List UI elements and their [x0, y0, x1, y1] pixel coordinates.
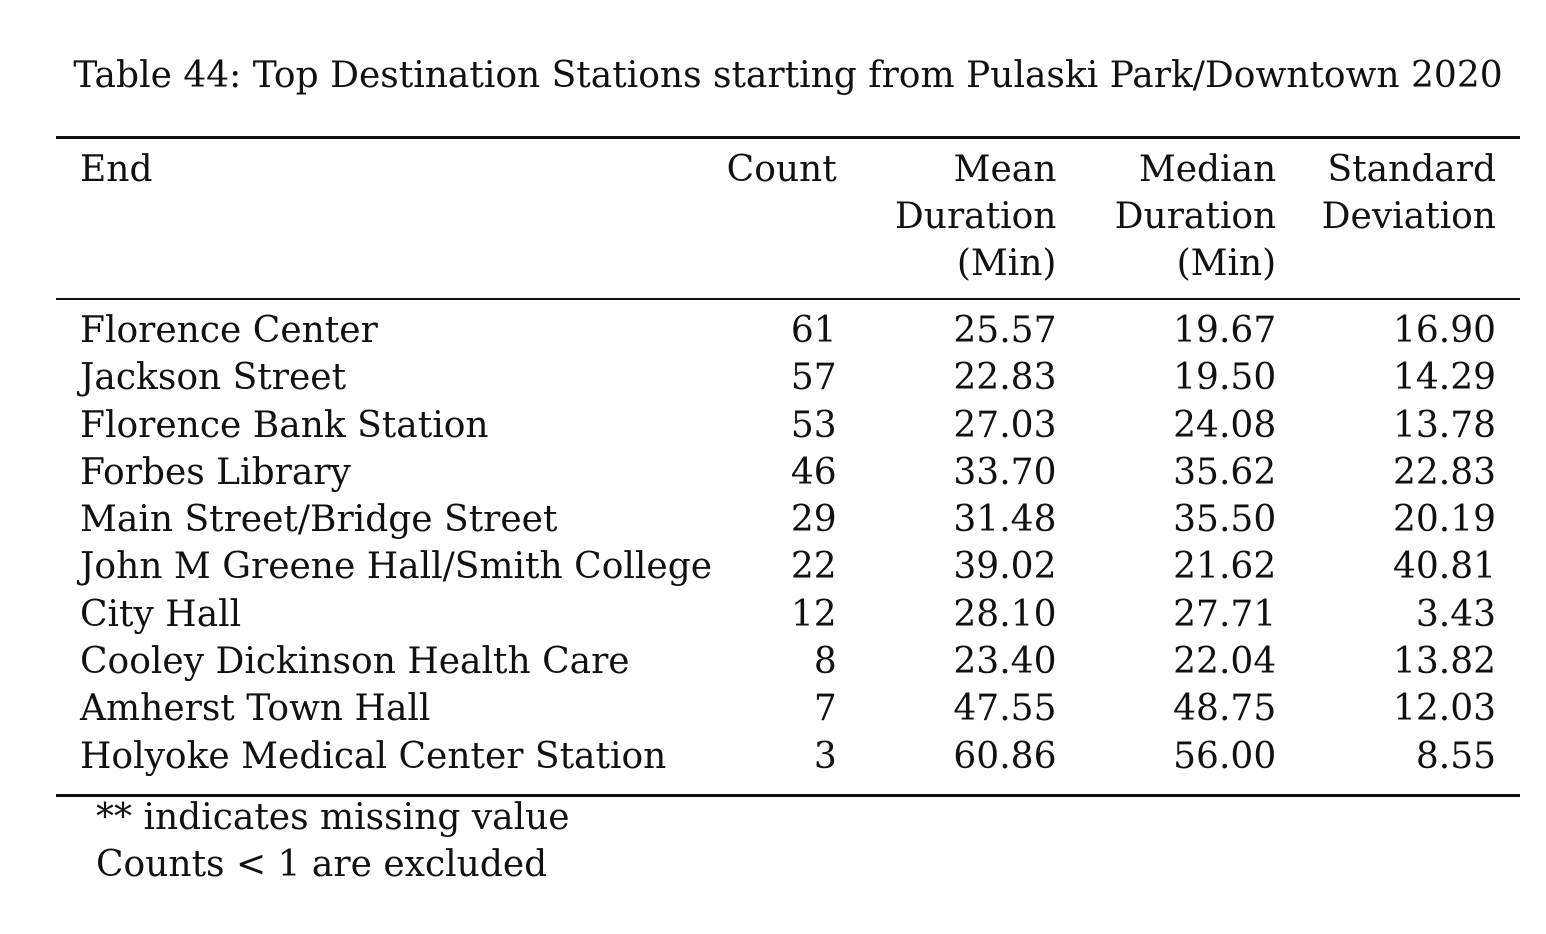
header-line: Mean — [953, 149, 1057, 190]
cell-count: 29 — [790, 499, 837, 541]
cell-median-duration: 22.04 — [1173, 641, 1277, 683]
table-row: Florence Bank Station 53 27.03 24.08 13.… — [56, 402, 1520, 449]
missing-value-note: ** indicates missing value — [96, 797, 570, 838]
cell-end-station: Main Street/Bridge Street — [80, 499, 558, 541]
cell-mean-duration: 27.03 — [953, 404, 1057, 446]
cell-count: 12 — [790, 593, 837, 635]
column-header-median-duration: Median Duration (Min) — [1080, 146, 1300, 298]
header-line: Count — [726, 149, 837, 190]
table-row: Florence Center 61 25.57 19.67 16.90 — [56, 298, 1520, 354]
header-line: (Min) — [1176, 243, 1277, 284]
cell-standard-deviation: 16.90 — [1392, 310, 1496, 351]
cell-median-duration: 56.00 — [1173, 735, 1277, 777]
column-header-standard-deviation: Standard Deviation — [1300, 146, 1520, 298]
header-line: (Min) — [956, 243, 1057, 284]
table-row: Jackson Street 57 22.83 19.50 14.29 — [56, 354, 1520, 401]
table-row: Holyoke Medical Center Station 3 60.86 5… — [56, 733, 1520, 780]
cell-end-station: Holyoke Medical Center Station — [80, 735, 667, 777]
table-row: City Hall 12 28.10 27.71 3.43 — [56, 591, 1520, 638]
cell-median-duration: 19.67 — [1173, 310, 1277, 351]
bottom-rule — [56, 794, 1520, 797]
cell-standard-deviation: 40.81 — [1392, 546, 1496, 588]
destination-stations-table: End Count Mean Duration (Min) Median Dur… — [56, 146, 1520, 780]
table-notes: ** indicates missing value Counts < 1 ar… — [96, 794, 570, 888]
cell-mean-duration: 31.48 — [953, 499, 1057, 541]
cell-standard-deviation: 20.19 — [1392, 499, 1496, 541]
table-row: Forbes Library 46 33.70 35.62 22.83 — [56, 449, 1520, 496]
cell-standard-deviation: 22.83 — [1392, 451, 1496, 493]
cell-end-station: City Hall — [80, 593, 242, 635]
cell-mean-duration: 60.86 — [953, 735, 1057, 777]
cell-median-duration: 27.71 — [1173, 593, 1277, 635]
cell-standard-deviation: 13.78 — [1392, 404, 1496, 446]
cell-end-station: Florence Center — [80, 310, 378, 351]
cell-median-duration: 24.08 — [1173, 404, 1277, 446]
table-row: Cooley Dickinson Health Care 8 23.40 22.… — [56, 638, 1520, 685]
table-row: John M Greene Hall/Smith College 22 39.0… — [56, 543, 1520, 590]
cell-median-duration: 35.50 — [1173, 499, 1277, 541]
cell-count: 57 — [790, 357, 837, 399]
cell-count: 46 — [790, 451, 837, 493]
cell-median-duration: 19.50 — [1173, 357, 1277, 399]
cell-mean-duration: 28.10 — [953, 593, 1057, 635]
top-rule — [56, 136, 1520, 139]
header-line: Duration — [1114, 196, 1277, 237]
cell-end-station: Jackson Street — [80, 357, 347, 399]
cell-end-station: John M Greene Hall/Smith College — [80, 546, 713, 588]
table-row: Amherst Town Hall 7 47.55 48.75 12.03 — [56, 685, 1520, 732]
header-row: End Count Mean Duration (Min) Median Dur… — [56, 146, 1520, 298]
column-header-mean-duration: Mean Duration (Min) — [861, 146, 1081, 298]
column-header-end: End — [56, 146, 707, 298]
cell-median-duration: 48.75 — [1173, 688, 1277, 730]
cell-end-station: Florence Bank Station — [80, 404, 489, 446]
cell-mean-duration: 39.02 — [953, 546, 1057, 588]
table-caption: Table 44: Top Destination Stations start… — [73, 55, 1503, 96]
cell-count: 7 — [813, 688, 837, 730]
header-line: Median — [1138, 149, 1277, 190]
cell-median-duration: 35.62 — [1173, 451, 1277, 493]
cell-count: 3 — [813, 735, 837, 777]
header-line: Deviation — [1321, 196, 1496, 237]
cell-standard-deviation: 13.82 — [1392, 641, 1496, 683]
cell-mean-duration: 22.83 — [953, 357, 1057, 399]
table-body: Florence Center 61 25.57 19.67 16.90 Jac… — [56, 298, 1520, 780]
column-header-count: Count — [707, 146, 861, 298]
cell-mean-duration: 23.40 — [953, 641, 1057, 683]
cell-standard-deviation: 3.43 — [1415, 593, 1496, 635]
cell-end-station: Amherst Town Hall — [80, 688, 431, 730]
header-rule — [56, 298, 1520, 300]
cell-standard-deviation: 12.03 — [1392, 688, 1496, 730]
cell-mean-duration: 33.70 — [953, 451, 1057, 493]
cell-standard-deviation: 8.55 — [1415, 735, 1496, 777]
cell-mean-duration: 25.57 — [953, 310, 1057, 351]
excluded-counts-note: Counts < 1 are excluded — [96, 844, 548, 885]
cell-count: 61 — [790, 310, 837, 351]
table-row: Main Street/Bridge Street 29 31.48 35.50… — [56, 496, 1520, 543]
cell-count: 8 — [813, 641, 837, 683]
cell-end-station: Forbes Library — [80, 451, 351, 493]
cell-median-duration: 21.62 — [1173, 546, 1277, 588]
header-line: End — [80, 149, 153, 190]
header-line: Duration — [894, 196, 1057, 237]
cell-standard-deviation: 14.29 — [1392, 357, 1496, 399]
cell-mean-duration: 47.55 — [953, 688, 1057, 730]
cell-count: 53 — [790, 404, 837, 446]
cell-count: 22 — [790, 546, 837, 588]
header-line: Standard — [1327, 149, 1496, 190]
cell-end-station: Cooley Dickinson Health Care — [80, 641, 630, 683]
